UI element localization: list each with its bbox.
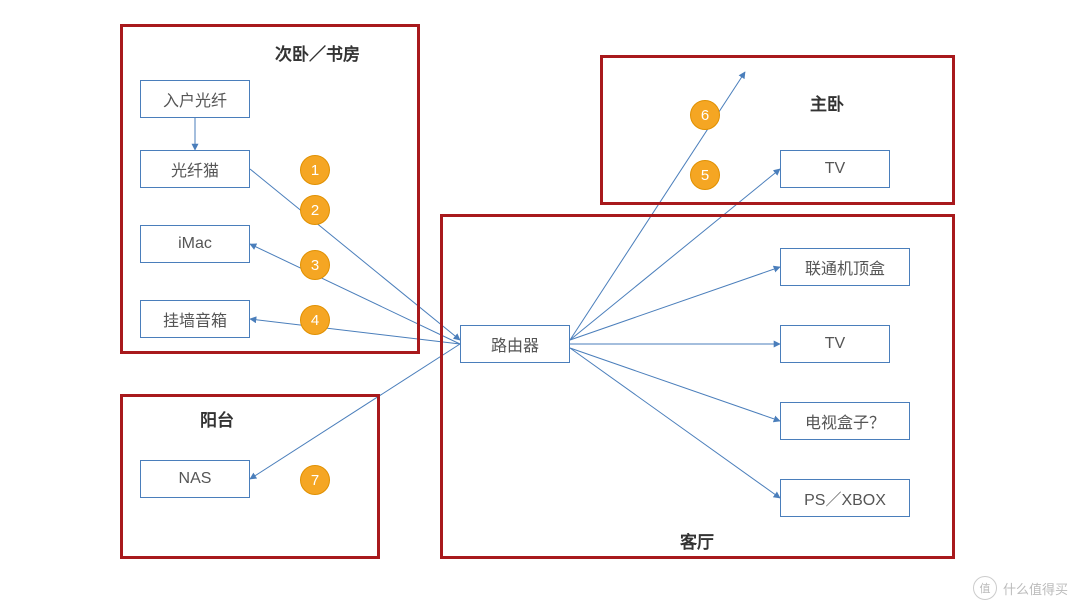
node-console: PS／XBOX xyxy=(780,479,910,517)
node-box: 电视盒子？ xyxy=(780,402,910,440)
badge-6: 6 xyxy=(690,100,720,130)
zone-label-study: 次卧／书房 xyxy=(275,40,360,65)
zone-label-bedroom: 主卧 xyxy=(810,90,844,115)
badge-3: 3 xyxy=(300,250,330,280)
node-fiber_in: 入户光纤 xyxy=(140,80,250,118)
node-imac: iMac xyxy=(140,225,250,263)
zone-label-living: 客厅 xyxy=(680,528,714,553)
badge-2: 2 xyxy=(300,195,330,225)
node-tv2: TV xyxy=(780,325,890,363)
watermark: 值 什么值得买 xyxy=(973,576,1068,600)
node-nas: NAS xyxy=(140,460,250,498)
node-tv1: TV xyxy=(780,150,890,188)
node-speaker: 挂墙音箱 xyxy=(140,300,250,338)
badge-4: 4 xyxy=(300,305,330,335)
node-modem: 光纤猫 xyxy=(140,150,250,188)
node-stb: 联通机顶盒 xyxy=(780,248,910,286)
badge-1: 1 xyxy=(300,155,330,185)
zone-label-balcony: 阳台 xyxy=(200,406,234,431)
node-router: 路由器 xyxy=(460,325,570,363)
watermark-icon: 值 xyxy=(973,576,997,600)
zone-bedroom xyxy=(600,55,955,205)
badge-7: 7 xyxy=(300,465,330,495)
badge-5: 5 xyxy=(690,160,720,190)
watermark-text: 什么值得买 xyxy=(1003,579,1068,598)
